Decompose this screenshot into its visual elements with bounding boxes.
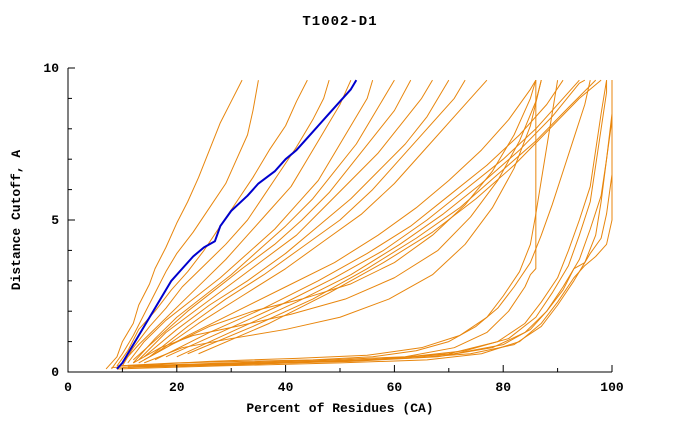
model-09 <box>138 79 433 361</box>
model-17 <box>187 79 597 355</box>
model-18 <box>198 79 602 355</box>
model-27 <box>127 80 613 368</box>
model-08 <box>132 79 412 361</box>
model-26 <box>116 80 613 370</box>
model-19 <box>116 80 591 367</box>
model-23 <box>122 80 613 368</box>
model-22 <box>111 80 613 368</box>
x-tick-label: 40 <box>278 380 294 395</box>
chart-title: T1002-D1 <box>302 14 378 30</box>
model-20 <box>127 80 559 367</box>
x-tick-label: 100 <box>600 380 624 395</box>
model-12 <box>154 79 488 355</box>
model-03 <box>116 79 308 367</box>
y-tick-label: 0 <box>51 365 59 380</box>
model-02 <box>111 80 259 370</box>
model-15 <box>165 79 580 358</box>
model-30 <box>143 80 542 364</box>
y-tick-label: 5 <box>51 213 59 228</box>
model-28 <box>138 80 537 364</box>
model-11 <box>149 79 466 358</box>
y-tick-label: 10 <box>43 61 59 76</box>
model-14 <box>154 79 564 361</box>
x-tick-label: 80 <box>495 380 511 395</box>
model-10 <box>143 79 450 358</box>
model-29 <box>133 80 542 364</box>
model-04 <box>121 80 330 367</box>
axes: 0 20 40 60 80 100 0 5 10 <box>43 61 624 395</box>
model-21 <box>133 80 537 367</box>
series-lines <box>105 79 613 370</box>
model-16 <box>176 79 586 358</box>
x-tick-label: 60 <box>387 380 403 395</box>
x-axis-label: Percent of Residues (CA) <box>246 401 434 416</box>
model-13 <box>143 79 537 361</box>
model-06 <box>127 80 374 364</box>
model-01 <box>105 79 243 370</box>
model-07 <box>132 79 395 364</box>
x-tick-label: 0 <box>64 380 72 395</box>
highlighted-model <box>116 79 358 370</box>
model-05 <box>122 79 352 364</box>
x-tick-label: 20 <box>169 380 185 395</box>
